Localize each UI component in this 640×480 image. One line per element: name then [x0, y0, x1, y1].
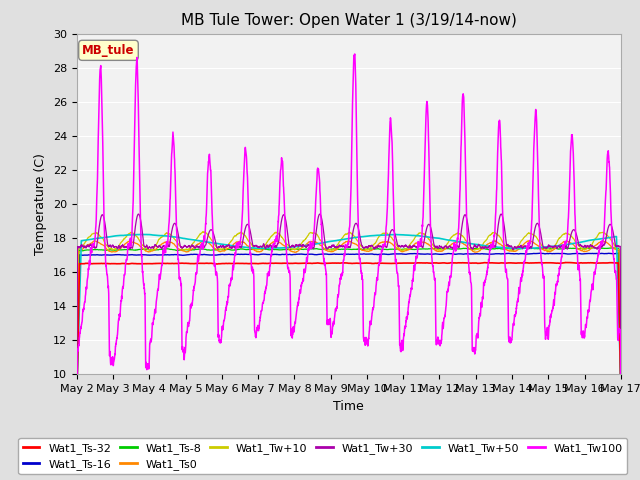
- Text: MB_tule: MB_tule: [82, 44, 135, 57]
- Legend: Wat1_Ts-32, Wat1_Ts-16, Wat1_Ts-8, Wat1_Ts0, Wat1_Tw+10, Wat1_Tw+30, Wat1_Tw+50,: Wat1_Ts-32, Wat1_Ts-16, Wat1_Ts-8, Wat1_…: [19, 438, 627, 474]
- X-axis label: Time: Time: [333, 400, 364, 413]
- Y-axis label: Temperature (C): Temperature (C): [35, 153, 47, 255]
- Title: MB Tule Tower: Open Water 1 (3/19/14-now): MB Tule Tower: Open Water 1 (3/19/14-now…: [181, 13, 516, 28]
